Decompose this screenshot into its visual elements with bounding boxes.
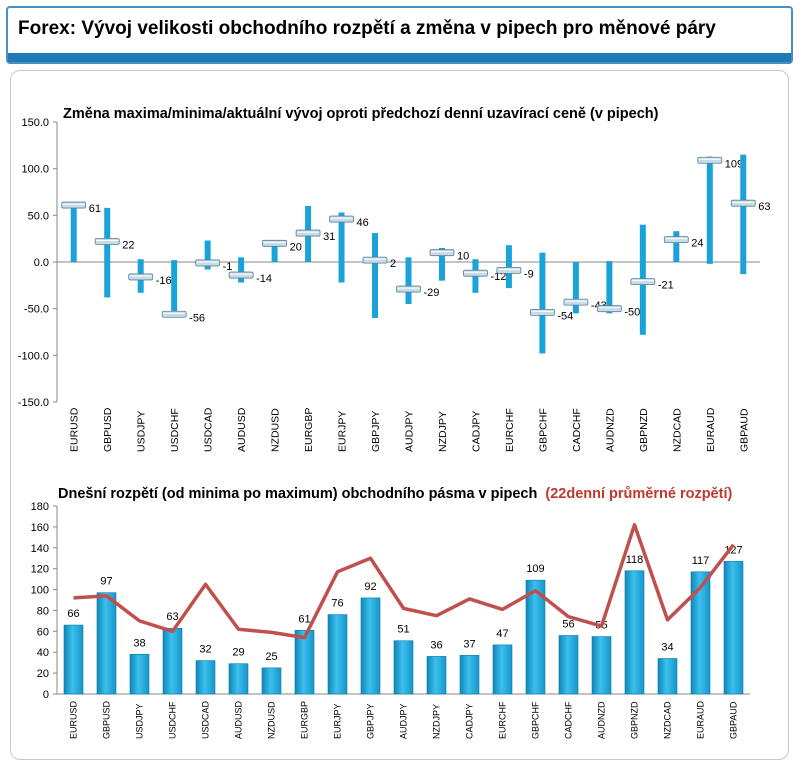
current-value-label: 31 [323,231,335,243]
range-x-tick-label: CADJPY [470,411,482,452]
current-value-label: 46 [357,217,369,229]
range-bar [572,262,579,314]
current-value-label: -1 [223,261,233,273]
current-marker [161,310,187,318]
range-x-tick-label: NZDUSD [270,408,282,452]
current-marker [596,305,622,313]
current-value-label: -9 [524,268,534,280]
range-x-tick-label: CADCHF [571,408,583,452]
range-x-tick-label: EURUSD [69,407,81,452]
range-x-tick-label: GBPUSD [102,407,114,452]
range-y-tick-label: 50.0 [28,210,49,222]
current-marker [630,278,656,286]
current-marker [396,285,421,293]
range-y-tick-label: 0.0 [34,257,49,269]
current-value-label: 61 [89,203,101,215]
current-value-label: -56 [189,312,205,324]
current-marker [329,215,354,223]
range-bar [338,212,345,283]
range-y-tick-label: -100.0 [18,350,49,362]
current-value-label: -21 [658,280,674,292]
current-value-label: 2 [390,258,396,270]
range-chart-title: Změna maxima/minima/aktuální vývoj oprot… [63,106,659,122]
current-marker [530,308,555,316]
range-x-tick-label: AUDUSD [236,407,248,452]
range-x-tick-label: USDCAD [203,407,215,452]
current-value-label: -54 [557,310,573,322]
current-marker [128,273,154,281]
range-x-tick-label: GBPJPY [370,411,382,452]
current-value-label: -29 [424,287,440,299]
range-bar [271,241,278,262]
range-bar [238,257,245,283]
current-marker [362,256,388,264]
current-value-label: -12 [490,271,506,283]
range-x-tick-label: USDJPY [136,411,148,452]
current-marker [295,229,321,237]
current-marker [94,238,120,245]
current-value-label: 10 [457,251,469,263]
current-value-label: 22 [122,239,134,251]
current-marker [496,266,522,274]
current-marker [730,199,756,207]
range-x-tick-label: EURJPY [337,411,349,452]
current-marker [463,269,488,277]
range-bar [438,248,445,281]
current-value-label: -50 [624,307,640,319]
current-marker [262,239,287,247]
range-x-tick-label: AUDJPY [404,411,416,452]
range-x-tick-label: USDCHF [169,408,181,452]
current-marker [61,201,87,209]
current-value-label: 20 [290,241,302,253]
range-bar [740,154,747,275]
range-bar [405,257,412,304]
current-marker [228,271,254,279]
range-bar [204,240,211,270]
current-marker [663,236,689,244]
range-x-tick-label: EURCHF [504,408,516,452]
range-y-tick-label: 100.0 [21,164,49,176]
range-x-tick-label: NZDJPY [437,411,449,452]
current-marker [563,298,589,306]
current-marker [429,249,455,257]
current-value-label: -16 [156,275,172,287]
current-value-label: 63 [758,201,770,213]
range-bar [70,204,77,262]
range-y-tick-label: 150.0 [21,117,49,129]
range-x-tick-label: GBPCHF [537,408,549,452]
range-x-tick-label: GBPNZD [638,408,650,452]
current-marker [195,259,221,267]
page-header: Forex: Vývoj velikosti obchodního rozpět… [6,6,793,64]
page-title: Forex: Vývoj velikosti obchodního rozpět… [18,18,716,39]
range-x-tick-label: GBPAUD [738,408,750,452]
range-bar [104,207,111,298]
current-marker [697,156,723,164]
range-x-tick-label: EURGBP [303,408,315,452]
range-bar [372,233,379,318]
range-bar [606,261,613,314]
range-y-tick-label: -50.0 [24,304,49,316]
range-bar [505,245,512,289]
range-x-tick-label: NZDCAD [671,408,683,452]
range-bar [539,252,546,354]
current-value-label: -14 [256,273,272,285]
current-value-label: 24 [691,238,703,250]
range-x-tick-label: EURAUD [705,407,717,452]
header-accent-bar [8,53,791,62]
range-bar [673,231,680,262]
range-y-tick-label: -150.0 [18,397,49,409]
range-x-tick-label: AUDNZD [604,408,616,452]
current-value-label: 109 [725,158,743,170]
range-bar [706,156,713,264]
range-bar [171,260,178,317]
